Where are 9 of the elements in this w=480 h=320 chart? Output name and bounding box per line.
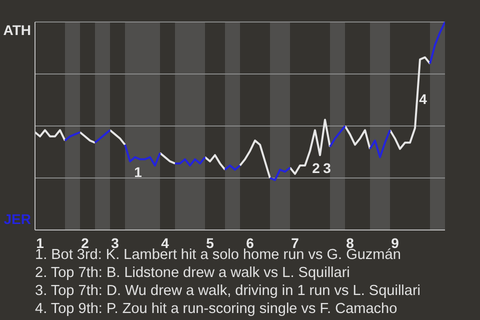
text: 4. Top 9th: P. Zou hit a run-scoring single vs F. Camacho <box>35 300 398 318</box>
text: JER <box>3 211 31 227</box>
annotation: 3 <box>322 160 332 176</box>
text: ATH <box>3 22 31 38</box>
annotation: 2 <box>311 160 321 176</box>
text: 3. Top 7th: D. Wu drew a walk, driving in 1 run vs L. Squillari <box>35 282 421 300</box>
annotation: 1 <box>133 164 143 180</box>
annotation: 4 <box>418 91 428 107</box>
text: 2. Top 7th: B. Lidstone drew a walk vs L. Squillari <box>35 264 351 282</box>
